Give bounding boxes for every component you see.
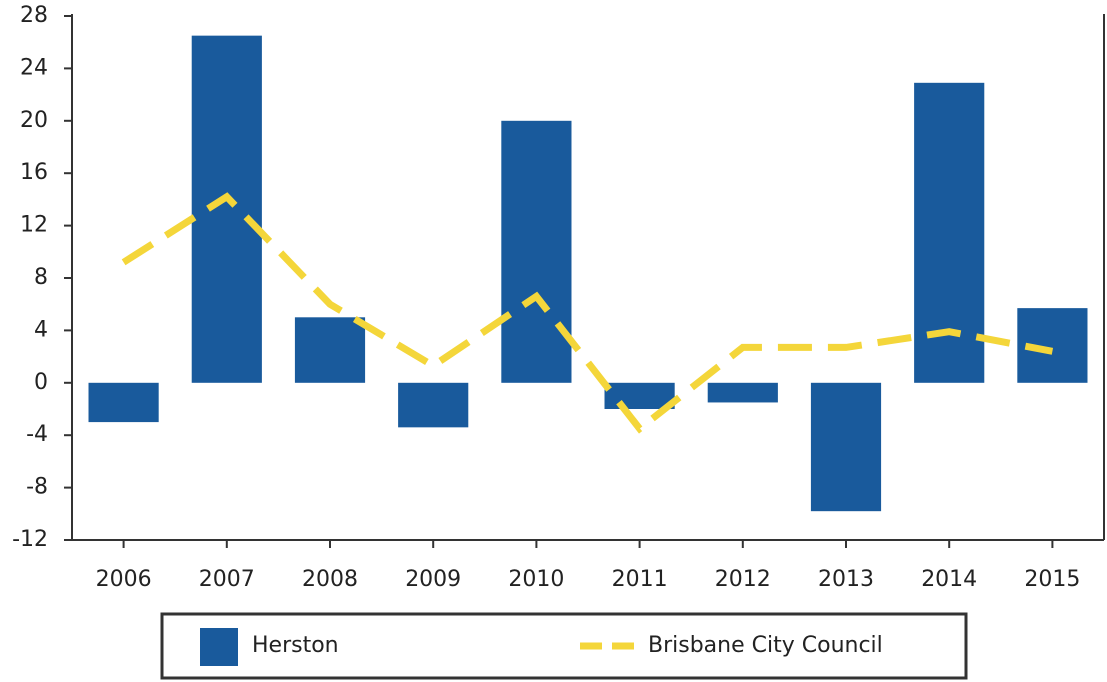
- x-tick-label: 2011: [612, 567, 668, 592]
- y-tick-label: 24: [20, 55, 48, 80]
- x-tick-label: 2008: [302, 567, 358, 592]
- y-tick-label: -8: [26, 475, 48, 500]
- bar: [604, 382, 675, 409]
- y-tick-label: 16: [20, 160, 48, 185]
- legend-swatch: [200, 628, 238, 666]
- x-tick-label: 2007: [199, 567, 255, 592]
- bar: [914, 82, 985, 383]
- y-tick-label: -12: [12, 527, 48, 552]
- bar: [398, 382, 469, 428]
- line: [121, 192, 1054, 434]
- x-tick-label: 2015: [1024, 567, 1080, 592]
- legend-label: Brisbane City Council: [648, 633, 883, 658]
- y-tick-label: 20: [20, 108, 48, 133]
- x-tick-label: 2013: [818, 567, 874, 592]
- y-tick-label: -4: [26, 422, 48, 447]
- bar: [294, 317, 366, 383]
- y-tick-label: 12: [20, 213, 48, 238]
- bar: [810, 382, 882, 512]
- bar: [88, 382, 159, 423]
- legend-label: Herston: [252, 633, 339, 658]
- x-tick-label: 2009: [405, 567, 461, 592]
- legend-box: [160, 612, 968, 680]
- x-tick-label: 2012: [715, 567, 771, 592]
- bar: [501, 120, 572, 383]
- y-tick-label: 0: [34, 370, 48, 395]
- x-tick-label: 2010: [508, 567, 564, 592]
- y-tick-label: 4: [34, 317, 48, 342]
- bar: [707, 382, 778, 403]
- x-tick-label: 2006: [96, 567, 152, 592]
- bar: [191, 35, 262, 383]
- y-tick-label: 28: [20, 3, 48, 28]
- y-tick-label: 8: [34, 265, 48, 290]
- x-tick-label: 2014: [921, 567, 977, 592]
